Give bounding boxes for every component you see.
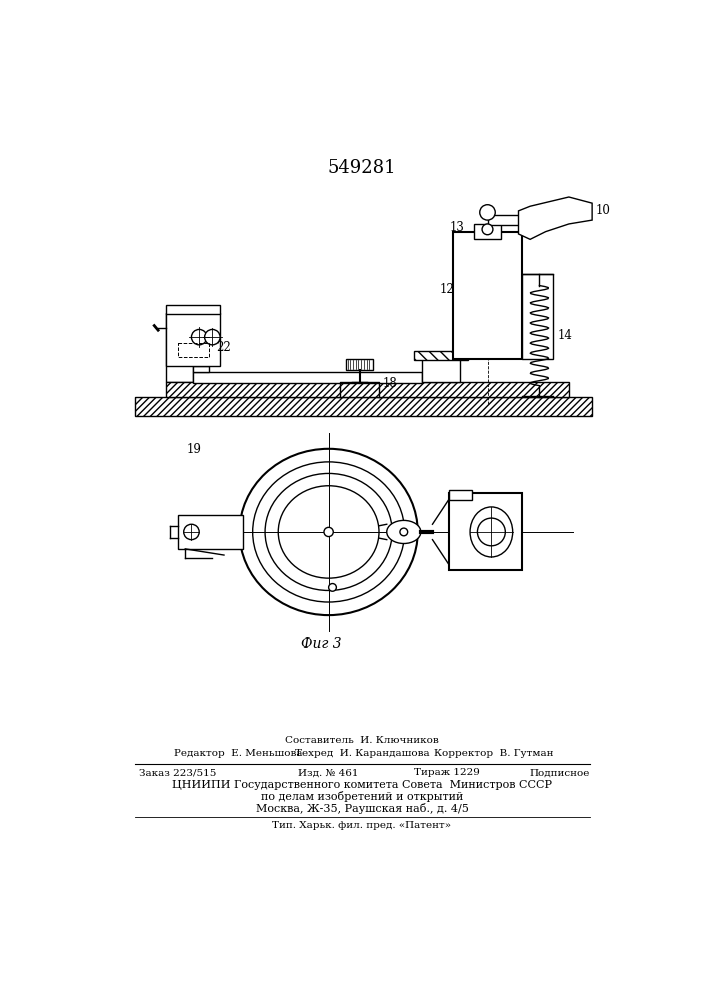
Bar: [166, 382, 569, 397]
Text: ЦНИИПИ Государственного комитета Совета  Министров СССР: ЦНИИПИ Государственного комитета Совета …: [172, 780, 552, 790]
Circle shape: [400, 528, 408, 536]
Text: Техред  И. Карандашова: Техред И. Карандашова: [295, 749, 429, 758]
Circle shape: [477, 518, 506, 546]
Bar: [193, 372, 421, 383]
Bar: [488, 215, 538, 225]
Text: Составитель  И. Ключников: Составитель И. Ключников: [285, 736, 439, 745]
Text: Москва, Ж-35, Раушская наб., д. 4/5: Москва, Ж-35, Раушская наб., д. 4/5: [255, 803, 469, 814]
Bar: [166, 312, 193, 382]
Text: Фиг 3: Фиг 3: [300, 637, 341, 651]
Bar: [177, 343, 209, 357]
Text: Редактор  Е. Меньшова: Редактор Е. Меньшова: [174, 749, 302, 758]
Text: 19: 19: [187, 443, 201, 456]
Bar: [414, 351, 468, 360]
Text: 549281: 549281: [327, 159, 396, 177]
Text: 12: 12: [440, 283, 454, 296]
Text: Подписное: Подписное: [530, 768, 590, 777]
Bar: [346, 359, 373, 370]
Bar: [177, 515, 243, 549]
Bar: [166, 305, 220, 314]
Text: Тираж 1229: Тираж 1229: [414, 768, 480, 777]
Ellipse shape: [252, 462, 404, 602]
Text: 18: 18: [383, 377, 397, 390]
Text: Корректор  В. Гутман: Корректор В. Гутман: [434, 749, 554, 758]
Ellipse shape: [279, 486, 379, 578]
Bar: [449, 490, 472, 500]
Text: 13: 13: [450, 221, 464, 234]
Polygon shape: [518, 197, 592, 239]
Circle shape: [329, 584, 337, 591]
Ellipse shape: [240, 449, 418, 615]
Text: по делам изобретений и открытий: по делам изобретений и открытий: [261, 791, 463, 802]
Bar: [166, 312, 220, 366]
Bar: [474, 224, 501, 239]
Bar: [449, 493, 522, 570]
Bar: [414, 351, 468, 360]
Ellipse shape: [387, 520, 421, 544]
Text: Заказ 223/515: Заказ 223/515: [139, 768, 216, 777]
Text: 22: 22: [216, 341, 231, 354]
Ellipse shape: [265, 473, 392, 590]
Text: 10: 10: [596, 204, 611, 217]
Circle shape: [204, 329, 220, 345]
Text: 14: 14: [557, 329, 572, 342]
Circle shape: [480, 205, 495, 220]
Ellipse shape: [470, 507, 513, 557]
Text: Изд. № 461: Изд. № 461: [298, 768, 358, 777]
Circle shape: [192, 329, 207, 345]
Bar: [193, 366, 209, 372]
Bar: [522, 274, 554, 359]
Circle shape: [482, 224, 493, 235]
Circle shape: [324, 527, 333, 537]
Bar: [135, 397, 592, 416]
Bar: [166, 382, 569, 397]
Bar: [135, 397, 592, 416]
Text: Тип. Харьк. фил. пред. «Патент»: Тип. Харьк. фил. пред. «Патент»: [272, 821, 452, 830]
Bar: [452, 232, 522, 359]
Bar: [421, 359, 460, 382]
Circle shape: [184, 524, 199, 540]
